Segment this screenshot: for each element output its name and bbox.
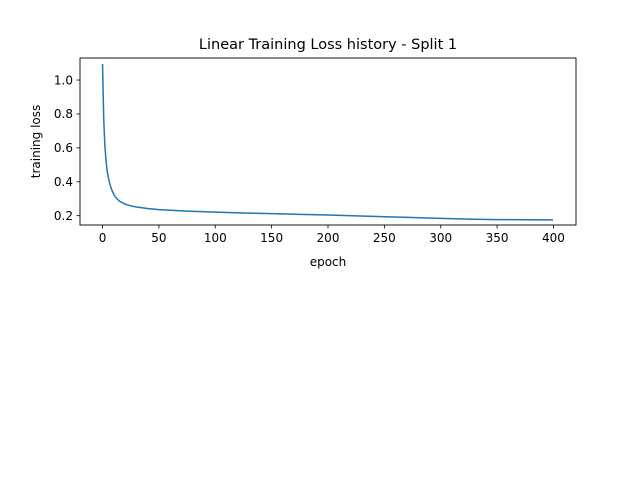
x-tick-label: 150 [260,231,283,245]
series-layer [101,64,554,221]
x-axis: 0 50 100 150 200 250 300 350 400 [99,225,565,245]
chart-title: Linear Training Loss history - Split 1 [199,37,457,53]
y-tick-label: 0.6 [54,141,73,155]
x-tick-label: 100 [204,231,227,245]
x-tick-label: 0 [99,231,107,245]
x-tick-label: 250 [373,231,396,245]
y-tick-label: 0.2 [54,209,73,223]
y-tick-label: 0.8 [54,107,73,121]
x-axis-label: epoch [310,255,347,269]
y-tick-label: 0.4 [54,175,73,189]
x-tick-label: 400 [542,231,565,245]
x-tick-label: 350 [486,231,509,245]
y-axis: 0.2 0.4 0.6 0.8 1.0 [54,73,80,223]
x-tick-label: 300 [429,231,452,245]
loss-series-line [101,64,554,221]
x-tick-label: 50 [151,231,166,245]
x-tick-label: 200 [317,231,340,245]
y-tick-label: 1.0 [54,73,73,87]
y-axis-label: training loss [29,105,43,178]
